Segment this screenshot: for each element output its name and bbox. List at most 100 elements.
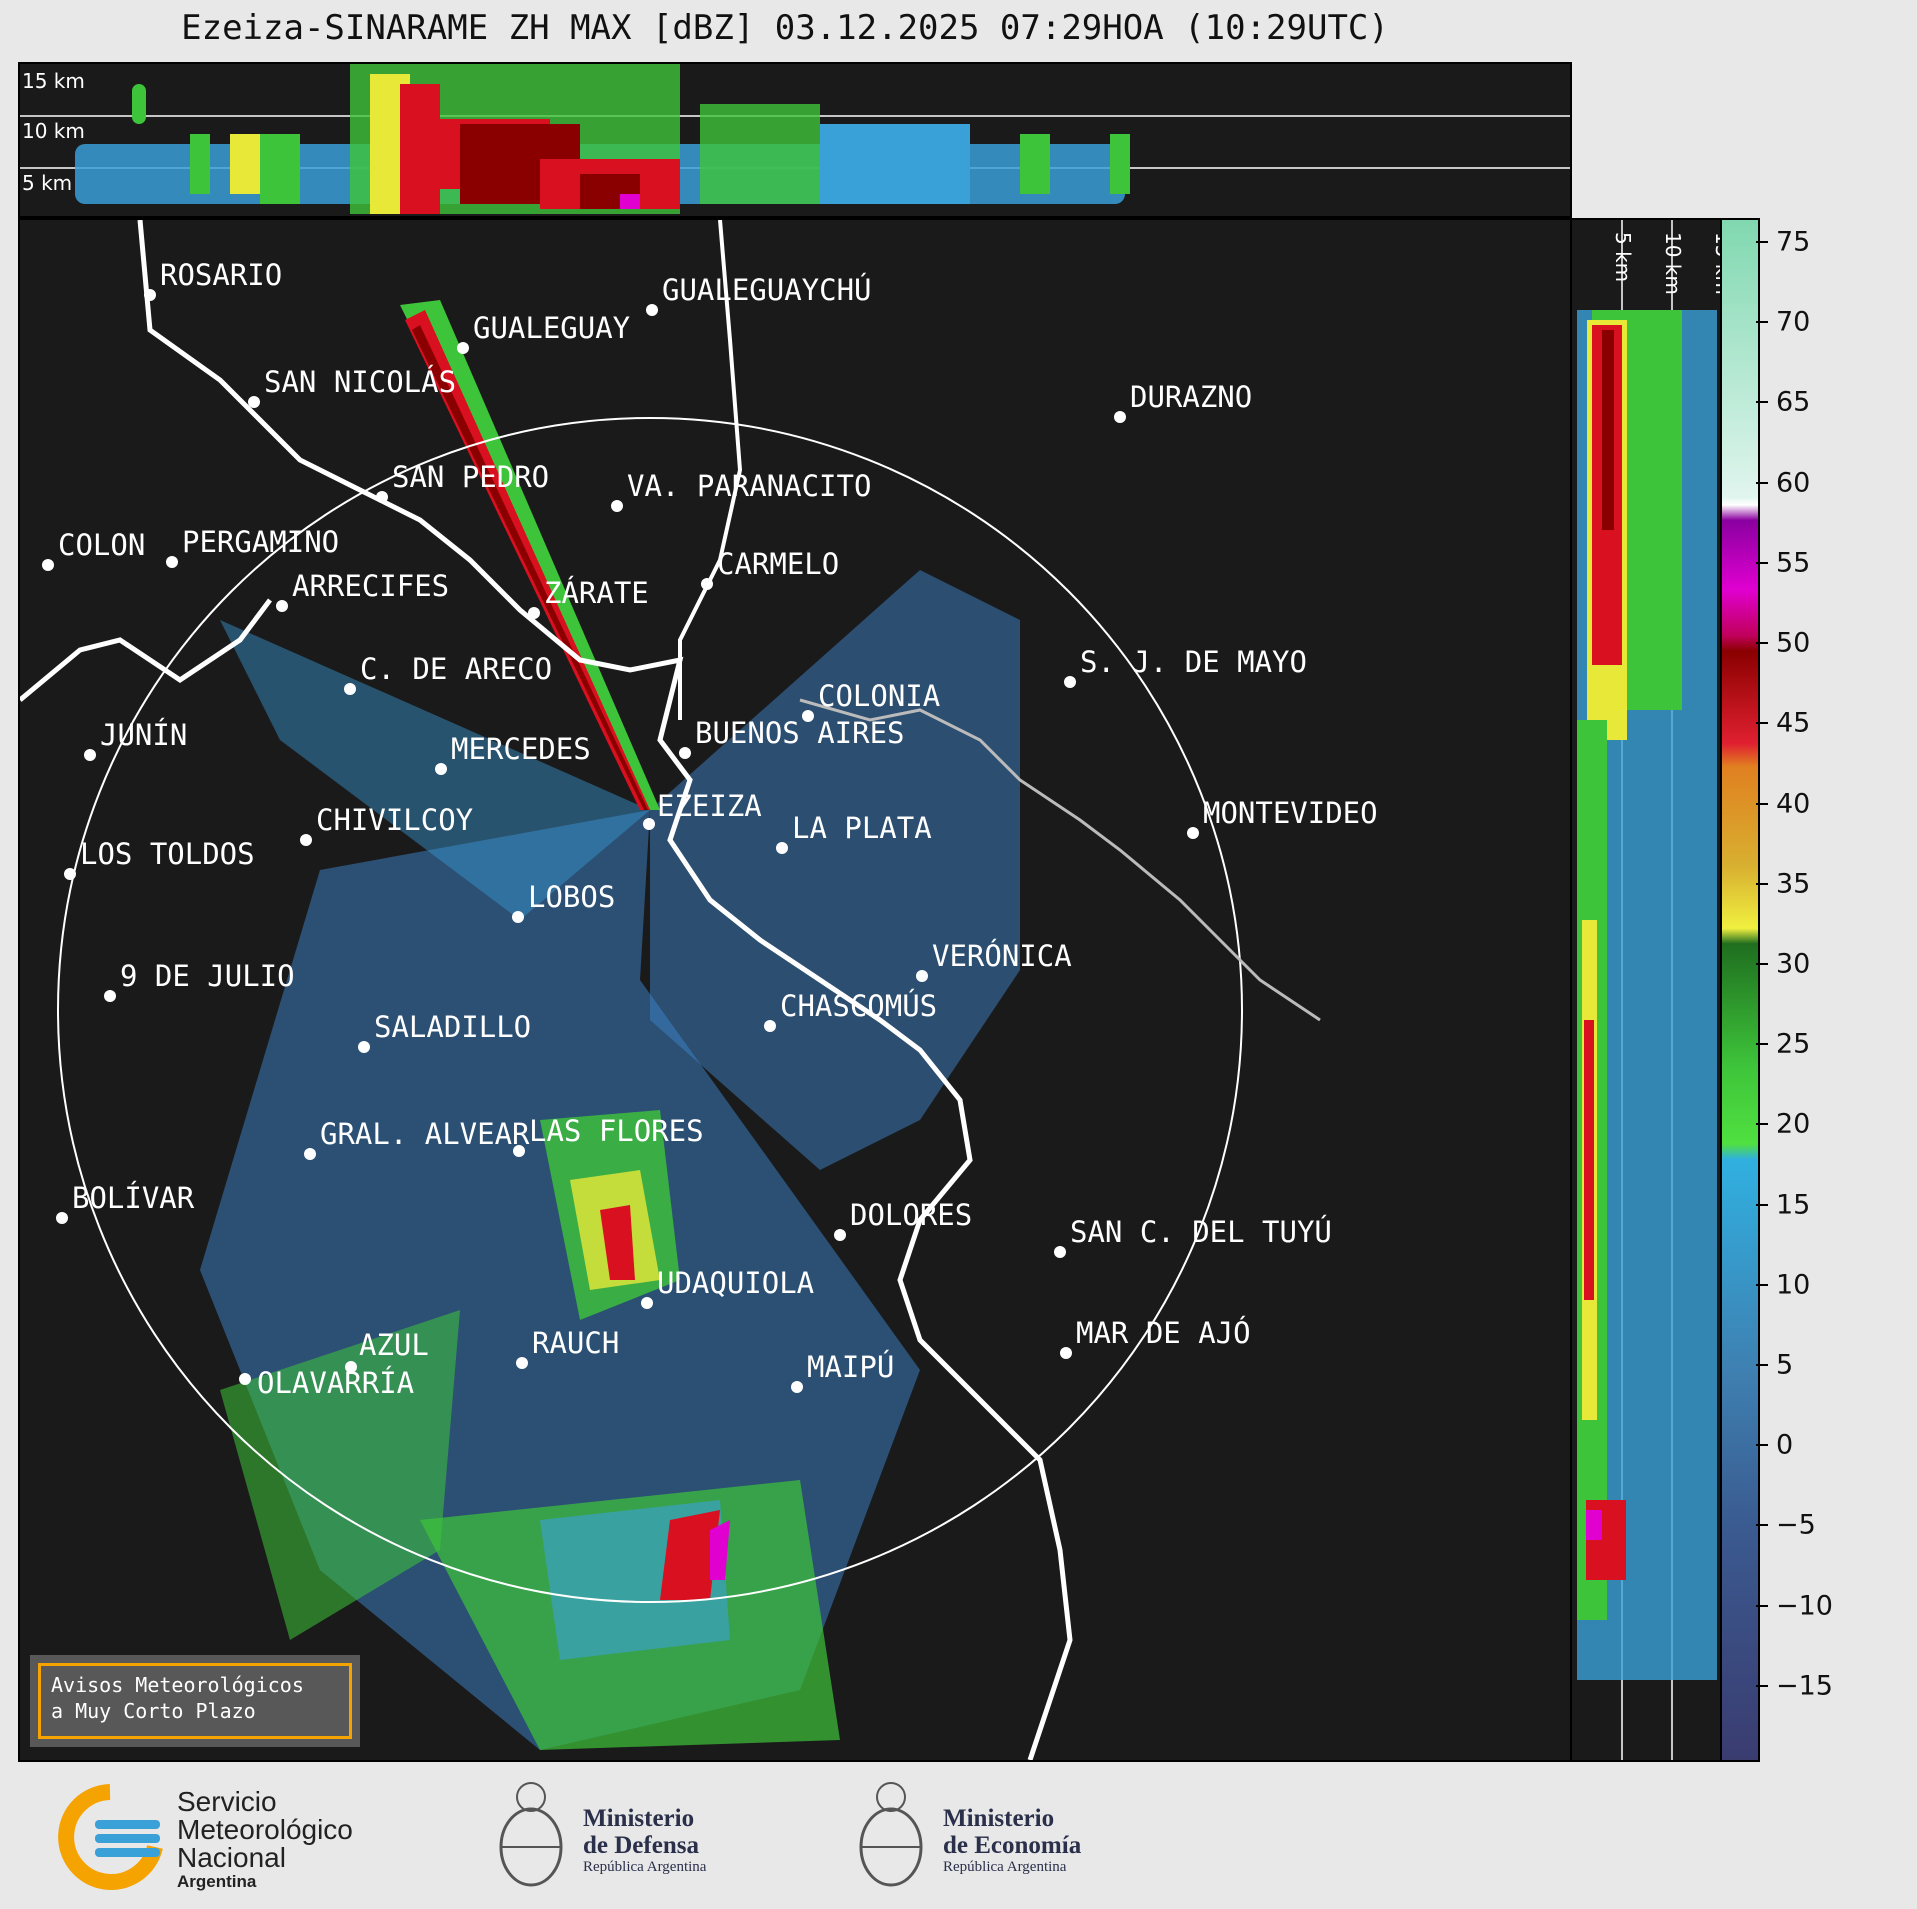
economia-line-3: República Argentina xyxy=(943,1859,1067,1875)
smn-line-1: Servicio xyxy=(177,1786,277,1817)
range-ring xyxy=(57,417,1243,1603)
city-dot xyxy=(513,1145,525,1157)
defensa-line-1: Ministerio xyxy=(583,1805,695,1832)
smn-line-4: Argentina xyxy=(177,1872,257,1891)
city-dot xyxy=(300,834,312,846)
smn-line-3: Nacional xyxy=(177,1842,286,1873)
city-dot xyxy=(916,970,928,982)
city-dot xyxy=(345,1361,357,1373)
colorbar-tick xyxy=(1756,1283,1768,1286)
height-label-15: 15 km xyxy=(22,69,85,93)
colorbar-tick xyxy=(1756,1203,1768,1206)
city-dot xyxy=(764,1020,776,1032)
colorbar-tick-label: 30 xyxy=(1776,948,1811,980)
colorbar-tick xyxy=(1756,481,1768,484)
city-label: SAN PEDRO xyxy=(392,460,549,494)
city-label: MAR DE AJÓ xyxy=(1076,1316,1251,1350)
city-dot xyxy=(1064,676,1076,688)
city-label: CHASCOMÚS xyxy=(780,989,937,1023)
city-dot xyxy=(802,710,814,722)
smn-line-2: Meteorológico xyxy=(177,1814,353,1845)
city-label: PERGAMINO xyxy=(182,525,339,559)
city-label: ROSARIO xyxy=(160,258,282,292)
city-dot xyxy=(304,1148,316,1160)
city-label: GUALEGUAY xyxy=(473,311,630,345)
city-label: ZÁRATE xyxy=(544,576,649,610)
side-height-label-10: 10 km xyxy=(1661,232,1685,295)
side-height-profile: 5 km 10 km 15 km xyxy=(1570,218,1724,1762)
warning-line-2: a Muy Corto Plazo xyxy=(51,1699,256,1723)
smn-logo: Servicio Meteorológico Nacional Argentin… xyxy=(55,1782,395,1892)
city-dot xyxy=(239,1373,251,1385)
colorbar-tick xyxy=(1756,802,1768,805)
city-label: ARRECIFES xyxy=(292,569,449,603)
city-dot xyxy=(643,818,655,830)
colorbar-tick-label: 35 xyxy=(1776,868,1811,900)
colorbar-tick-label: −5 xyxy=(1776,1509,1816,1541)
city-label: SAN NICOLÁS xyxy=(264,365,456,399)
city-label: JUNÍN xyxy=(100,718,187,752)
radar-echoes xyxy=(200,300,1020,1750)
economia-line-1: Ministerio xyxy=(943,1805,1055,1832)
city-label: BOLÍVAR xyxy=(72,1181,195,1215)
city-label: DOLORES xyxy=(850,1198,972,1232)
city-dot xyxy=(435,763,447,775)
city-dot xyxy=(457,342,469,354)
colorbar-tick-label: 65 xyxy=(1776,386,1811,418)
city-label: 9 DE JULIO xyxy=(120,959,295,993)
city-label: MAIPÚ xyxy=(807,1350,894,1384)
city-dot xyxy=(166,556,178,568)
colorbar-ticks: 75 70 65 60 55 50 45 40 35 30 25 20 15 10 5 0 −5 −10 −15 xyxy=(1756,218,1876,1758)
top-profile-echoes xyxy=(75,64,1130,214)
city-dot xyxy=(104,990,116,1002)
city-dot xyxy=(84,749,96,761)
city-label: SAN C. DEL TUYÚ xyxy=(1070,1215,1332,1249)
colorbar-tick xyxy=(1756,1043,1768,1046)
city-label: MERCEDES xyxy=(451,732,591,766)
city-label: LOS TOLDOS xyxy=(80,837,255,871)
defensa-logo: Ministerio de Defensa República Argentin… xyxy=(495,1777,775,1897)
coastline xyxy=(137,220,1073,1760)
colorbar-tick-label: 45 xyxy=(1776,707,1811,739)
side-profile-echoes xyxy=(1577,310,1717,1680)
economia-line-2: de Economía xyxy=(943,1832,1082,1859)
city-dot xyxy=(1054,1246,1066,1258)
city-dot xyxy=(641,1297,653,1309)
city-dot xyxy=(1187,827,1199,839)
city-dot xyxy=(528,607,540,619)
colorbar-tick-label: 5 xyxy=(1776,1349,1794,1381)
defensa-line-3: República Argentina xyxy=(583,1859,707,1875)
colorbar-tick xyxy=(1756,321,1768,324)
colorbar-tick xyxy=(1756,241,1768,244)
colorbar-tick-label: 25 xyxy=(1776,1028,1811,1060)
colorbar-tick-label: 40 xyxy=(1776,788,1811,820)
coat-of-arms-icon xyxy=(859,1782,923,1887)
city-label: SALADILLO xyxy=(374,1010,531,1044)
city-label: C. DE ARECO xyxy=(360,652,552,686)
city-label: OLAVARRÍA xyxy=(257,1366,414,1400)
smn-emblem-icon xyxy=(58,1784,163,1890)
city-label: LAS FLORES xyxy=(529,1114,704,1148)
city-label: RAUCH xyxy=(532,1326,619,1360)
city-dot xyxy=(56,1212,68,1224)
city-markers: ROSARIO GUALEGUAYCHÚ GUALEGUAY SAN NICOLÁS D… xyxy=(42,258,1378,1400)
city-dot xyxy=(144,289,156,301)
radar-map: ROSARIO GUALEGUAYCHÚ GUALEGUAY SAN NICOLÁS D… xyxy=(18,218,1572,1762)
city-dot xyxy=(701,578,713,590)
city-label: EZEIZA xyxy=(657,789,762,823)
colorbar-tick-label: 50 xyxy=(1776,627,1811,659)
city-label: GRAL. ALVEAR xyxy=(320,1117,530,1151)
city-label: VERÓNICA xyxy=(932,939,1072,973)
city-label: COLON xyxy=(58,528,145,562)
city-dot xyxy=(1114,411,1126,423)
city-dot xyxy=(791,1381,803,1393)
city-label: LOBOS xyxy=(528,880,615,914)
city-label: COLONIA xyxy=(818,679,940,713)
colorbar-tick-label: −15 xyxy=(1776,1670,1833,1702)
colorbar-tick xyxy=(1756,561,1768,564)
city-dot xyxy=(776,842,788,854)
warning-line-1: Avisos Meteorológicos xyxy=(51,1673,304,1697)
economia-logo: Ministerio de Economía República Argenti… xyxy=(855,1777,1155,1897)
coat-of-arms-icon xyxy=(499,1782,563,1887)
warning-badge[interactable]: Avisos Meteorológicos a Muy Corto Plazo xyxy=(30,1655,360,1747)
